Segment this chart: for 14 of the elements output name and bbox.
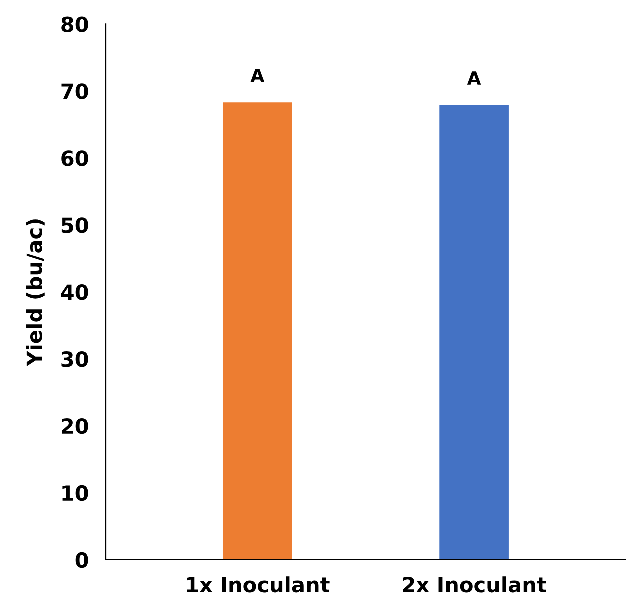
y-tick-label: 40 (61, 284, 88, 300)
annotation: A (250, 69, 265, 82)
y-tick-label: 80 (62, 16, 88, 32)
y-tick-label: 50 (62, 218, 88, 234)
x-tick-label: 2x Inoculant (403, 576, 546, 593)
y-tick-label: 0 (76, 552, 88, 568)
y-axis-title: Yield (bu/ac) (26, 220, 45, 367)
x-tick-label: 1x Inoculant (187, 576, 330, 593)
y-tick-label: 70 (62, 84, 88, 100)
y-tick-label: 10 (62, 485, 88, 502)
annotation: A (467, 72, 482, 85)
y-tick-label: 20 (62, 418, 88, 434)
y-tick-label: 60 (62, 150, 88, 166)
y-tick-label: 30 (62, 352, 88, 368)
